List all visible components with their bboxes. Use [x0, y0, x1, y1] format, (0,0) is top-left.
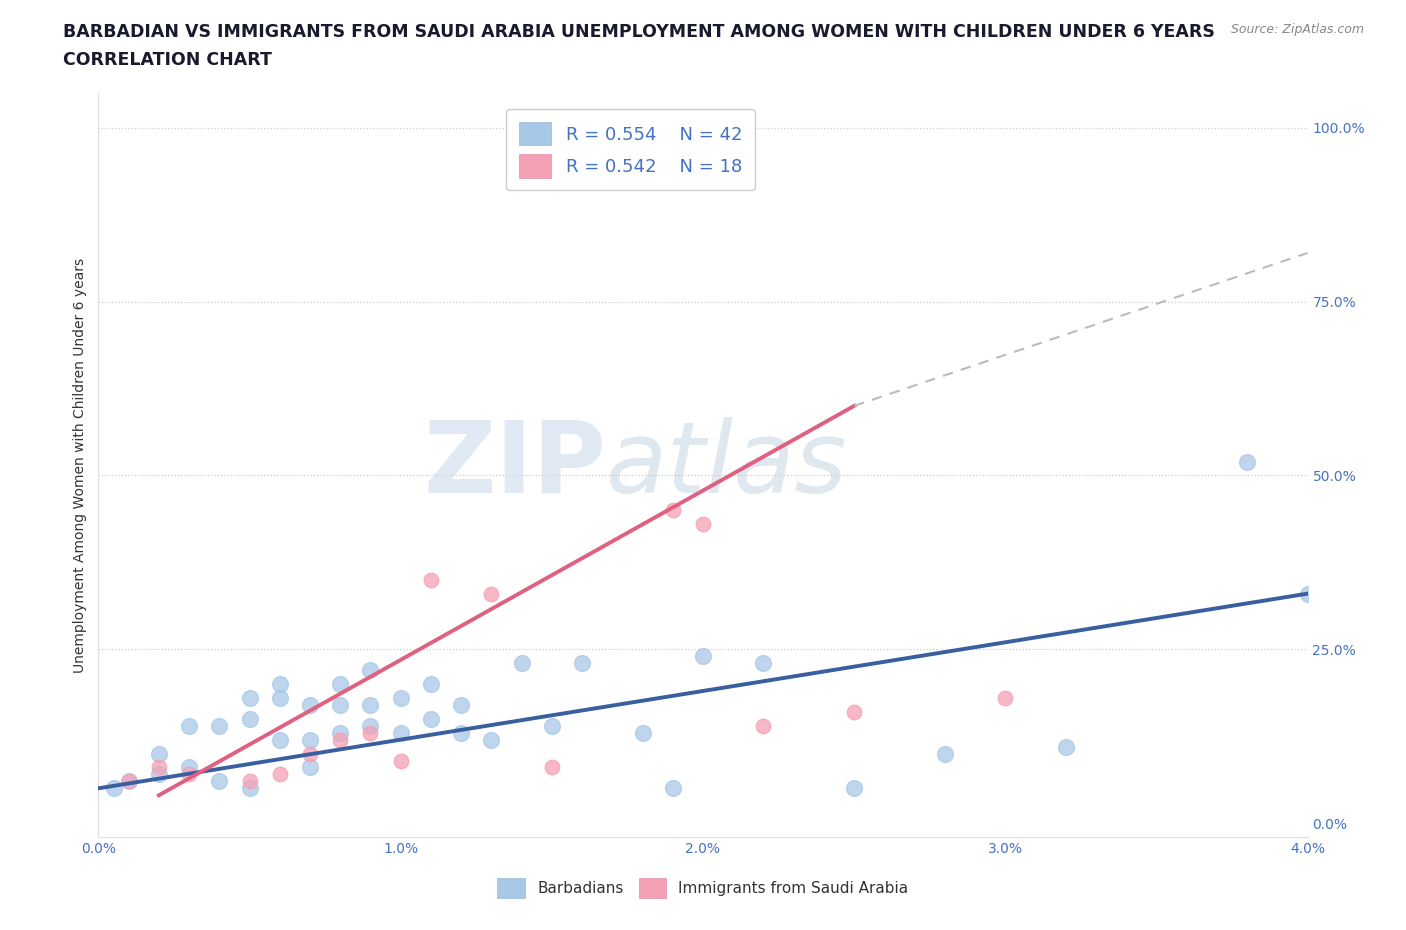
Point	[118, 774, 141, 789]
Point	[179, 767, 201, 782]
Point	[239, 774, 262, 789]
Point	[661, 503, 683, 518]
Point	[661, 781, 683, 796]
Text: atlas: atlas	[606, 417, 848, 513]
Point	[510, 656, 533, 671]
Point	[329, 725, 352, 740]
Point	[329, 677, 352, 692]
Point	[844, 781, 866, 796]
Point	[269, 732, 291, 747]
Point	[540, 718, 562, 733]
Point	[179, 718, 201, 733]
Point	[450, 698, 472, 712]
Point	[481, 732, 503, 747]
Point	[1236, 454, 1258, 469]
Point	[752, 656, 775, 671]
Legend: Barbadians, Immigrants from Saudi Arabia: Barbadians, Immigrants from Saudi Arabia	[491, 872, 915, 904]
Point	[269, 767, 291, 782]
Point	[148, 760, 170, 775]
Point	[239, 690, 262, 705]
Point	[692, 649, 714, 664]
Point	[752, 718, 775, 733]
Point	[994, 690, 1017, 705]
Point	[299, 760, 322, 775]
Point	[148, 746, 170, 761]
Point	[208, 774, 231, 789]
Point	[450, 725, 472, 740]
Point	[481, 586, 503, 601]
Point	[934, 746, 956, 761]
Point	[299, 698, 322, 712]
Point	[360, 725, 382, 740]
Point	[1054, 739, 1077, 754]
Point	[692, 517, 714, 532]
Point	[420, 572, 443, 587]
Text: CORRELATION CHART: CORRELATION CHART	[63, 51, 273, 69]
Text: BARBADIAN VS IMMIGRANTS FROM SAUDI ARABIA UNEMPLOYMENT AMONG WOMEN WITH CHILDREN: BARBADIAN VS IMMIGRANTS FROM SAUDI ARABI…	[63, 23, 1215, 41]
Point	[329, 732, 352, 747]
Text: ZIP: ZIP	[423, 417, 606, 513]
Point	[389, 725, 412, 740]
Point	[269, 677, 291, 692]
Point	[1296, 586, 1319, 601]
Point	[571, 656, 593, 671]
Point	[299, 732, 322, 747]
Point	[631, 725, 654, 740]
Point	[179, 760, 201, 775]
Point	[360, 698, 382, 712]
Point	[239, 711, 262, 726]
Point	[269, 690, 291, 705]
Point	[360, 718, 382, 733]
Point	[540, 760, 562, 775]
Point	[329, 698, 352, 712]
Point	[118, 774, 141, 789]
Text: Source: ZipAtlas.com: Source: ZipAtlas.com	[1230, 23, 1364, 36]
Point	[148, 767, 170, 782]
Point	[239, 781, 262, 796]
Point	[360, 663, 382, 678]
Point	[208, 718, 231, 733]
Point	[389, 753, 412, 768]
Point	[299, 746, 322, 761]
Point	[844, 704, 866, 719]
Point	[420, 677, 443, 692]
Point	[540, 169, 562, 184]
Y-axis label: Unemployment Among Women with Children Under 6 years: Unemployment Among Women with Children U…	[73, 258, 87, 672]
Point	[420, 711, 443, 726]
Point	[103, 781, 125, 796]
Point	[389, 690, 412, 705]
